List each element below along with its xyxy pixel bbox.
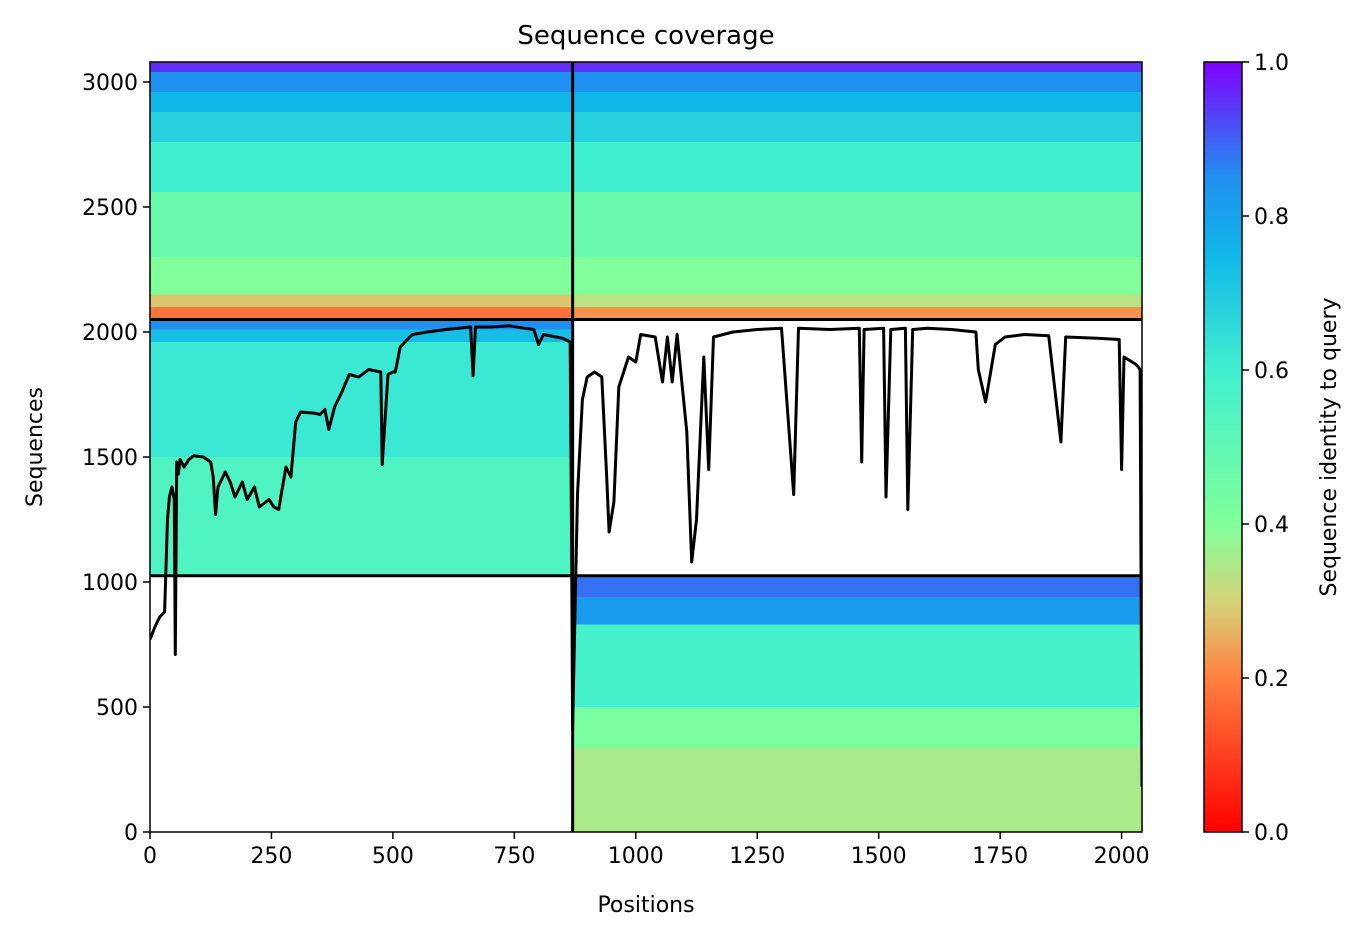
colorbar-tick-label: 0.8	[1254, 205, 1289, 230]
identity-band	[572, 142, 1142, 193]
identity-band	[150, 457, 573, 577]
identity-band	[150, 319, 573, 330]
y-tick-label: 2000	[82, 321, 138, 346]
x-tick-label: 1500	[851, 844, 907, 869]
y-tick-label: 3000	[82, 71, 138, 96]
colorbar	[1203, 61, 1243, 833]
identity-band	[572, 597, 1142, 625]
colorbar-tick-label: 0.0	[1254, 821, 1289, 846]
x-tick-label: 1000	[608, 844, 664, 869]
x-tick-label: 1750	[972, 844, 1028, 869]
identity-band	[150, 294, 573, 308]
identity-band	[572, 192, 1142, 258]
coverage-line	[150, 324, 1142, 788]
identity-band	[572, 747, 1142, 832]
identity-band	[150, 62, 573, 73]
identity-band	[572, 92, 1142, 113]
x-tick-label: 750	[493, 844, 535, 869]
identity-band	[150, 257, 573, 295]
colorbar-tick-label: 1.0	[1254, 51, 1289, 76]
identity-band	[572, 257, 1142, 295]
identity-band	[150, 329, 573, 343]
identity-band	[572, 575, 1142, 598]
y-tick-label: 1500	[82, 446, 138, 471]
plot-area	[150, 62, 1142, 832]
coverage-block	[150, 319, 573, 577]
coverage-block	[572, 62, 1142, 320]
colorbar-tick-label: 0.4	[1254, 513, 1289, 538]
identity-band	[572, 294, 1142, 308]
x-axis-label: Positions	[597, 893, 694, 918]
x-tick-label: 2000	[1094, 844, 1150, 869]
coverage-block	[150, 62, 573, 320]
identity-band	[572, 72, 1142, 93]
coverage-blocks	[150, 62, 1142, 832]
identity-band	[572, 707, 1142, 748]
coverage-block	[572, 575, 1142, 832]
identity-band	[150, 307, 573, 320]
identity-band	[150, 112, 573, 143]
identity-band	[150, 72, 573, 93]
y-tick-label: 1000	[82, 571, 138, 596]
x-tick-label: 0	[143, 844, 157, 869]
identity-band	[150, 342, 573, 458]
x-tick-label: 250	[250, 844, 292, 869]
chart-title: Sequence coverage	[517, 21, 774, 51]
y-axis-ticks: 0 500 1000 1500 2000 2500 3000	[82, 71, 150, 846]
colorbar-tick-label: 0.2	[1254, 667, 1289, 692]
x-tick-label: 1250	[729, 844, 785, 869]
colorbar-label: Sequence identity to query	[1317, 297, 1342, 596]
identity-band	[150, 92, 573, 113]
y-tick-label: 2500	[82, 196, 138, 221]
identity-band	[572, 307, 1142, 320]
x-axis-ticks: 0 250 500 750 1000 1250 1500 1750 2000	[143, 832, 1150, 869]
y-tick-label: 500	[96, 696, 138, 721]
plot-frame	[149, 61, 1143, 833]
identity-band	[572, 112, 1142, 143]
identity-band	[572, 62, 1142, 73]
identity-band	[150, 192, 573, 258]
y-tick-label: 0	[124, 821, 138, 846]
y-axis-label: Sequences	[23, 387, 48, 507]
identity-band	[150, 142, 573, 193]
colorbar-tick-label: 0.6	[1254, 359, 1289, 384]
colorbar-ticks: 0.0 0.2 0.4 0.6 0.8 1.0	[1242, 51, 1289, 846]
identity-band	[572, 624, 1142, 708]
x-tick-label: 500	[372, 844, 414, 869]
